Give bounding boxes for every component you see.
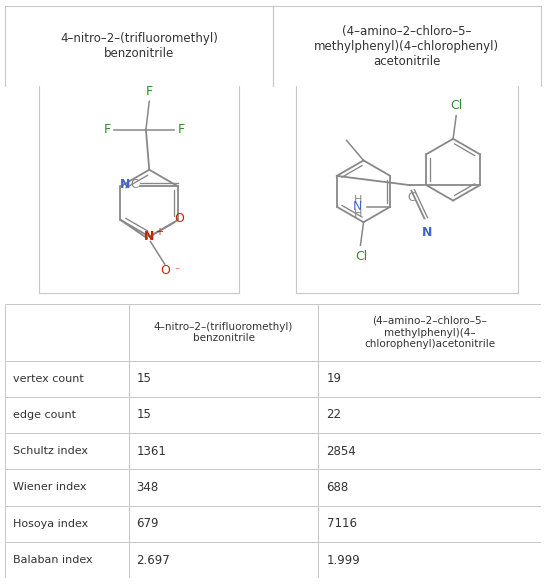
Text: F: F: [104, 123, 111, 136]
Text: Hosoya index: Hosoya index: [14, 519, 89, 529]
Text: 19: 19: [327, 372, 341, 385]
Bar: [128, 360, 318, 397]
Text: 4–nitro–2–(trifluoromethyl)
benzonitrile: 4–nitro–2–(trifluoromethyl) benzonitrile: [154, 322, 293, 343]
Text: N: N: [422, 226, 432, 239]
Text: C: C: [130, 178, 139, 192]
Text: Cl: Cl: [355, 250, 367, 263]
Text: edge count: edge count: [14, 410, 76, 420]
Text: F: F: [177, 123, 185, 136]
Text: 688: 688: [327, 481, 349, 494]
Text: Schultz index: Schultz index: [14, 446, 88, 456]
Bar: [318, 506, 541, 542]
Text: 2.697: 2.697: [136, 554, 170, 566]
Text: N: N: [144, 230, 154, 243]
Text: H: H: [354, 195, 363, 205]
Text: ⁻: ⁻: [175, 266, 180, 277]
Bar: [5, 433, 128, 470]
Text: 15: 15: [136, 372, 151, 385]
Bar: [128, 304, 318, 360]
Text: 4–nitro–2–(trifluoromethyl)
benzonitrile: 4–nitro–2–(trifluoromethyl) benzonitrile: [60, 32, 218, 60]
Bar: [128, 470, 318, 506]
Bar: [5, 360, 128, 397]
Text: F: F: [146, 85, 153, 98]
Text: Cl: Cl: [450, 99, 463, 112]
Text: 15: 15: [136, 408, 151, 422]
Text: vertex count: vertex count: [14, 374, 84, 384]
Text: 2854: 2854: [327, 445, 356, 458]
Bar: [5, 397, 128, 433]
Text: 22: 22: [327, 408, 341, 422]
Bar: [318, 470, 541, 506]
Bar: [5, 506, 128, 542]
Text: O: O: [174, 211, 183, 225]
Bar: [128, 433, 318, 470]
Bar: [318, 433, 541, 470]
Text: 1.999: 1.999: [327, 554, 360, 566]
Text: 7116: 7116: [327, 517, 357, 530]
Bar: [128, 397, 318, 433]
Text: N: N: [120, 178, 130, 192]
Text: C: C: [407, 191, 416, 204]
Text: 679: 679: [136, 517, 159, 530]
Bar: [318, 397, 541, 433]
Text: H: H: [354, 210, 363, 220]
Text: 348: 348: [136, 481, 159, 494]
Bar: [5, 304, 128, 360]
Text: (4–amino–2–chloro–5–
methylphenyl)(4–
chlorophenyl)acetonitrile: (4–amino–2–chloro–5– methylphenyl)(4– ch…: [364, 316, 495, 349]
Text: N: N: [353, 200, 363, 213]
Text: Balaban index: Balaban index: [14, 555, 93, 565]
Text: Wiener index: Wiener index: [14, 482, 87, 492]
Bar: [5, 470, 128, 506]
Text: O: O: [161, 265, 170, 277]
Text: 1361: 1361: [136, 445, 167, 458]
Text: +: +: [155, 227, 163, 237]
Bar: [318, 542, 541, 578]
Bar: [5, 542, 128, 578]
Text: (4–amino–2–chloro–5–
methylphenyl)(4–chlorophenyl)
acetonitrile: (4–amino–2–chloro–5– methylphenyl)(4–chl…: [314, 25, 500, 68]
Bar: [128, 542, 318, 578]
Bar: [318, 304, 541, 360]
Bar: [128, 506, 318, 542]
Bar: [318, 360, 541, 397]
